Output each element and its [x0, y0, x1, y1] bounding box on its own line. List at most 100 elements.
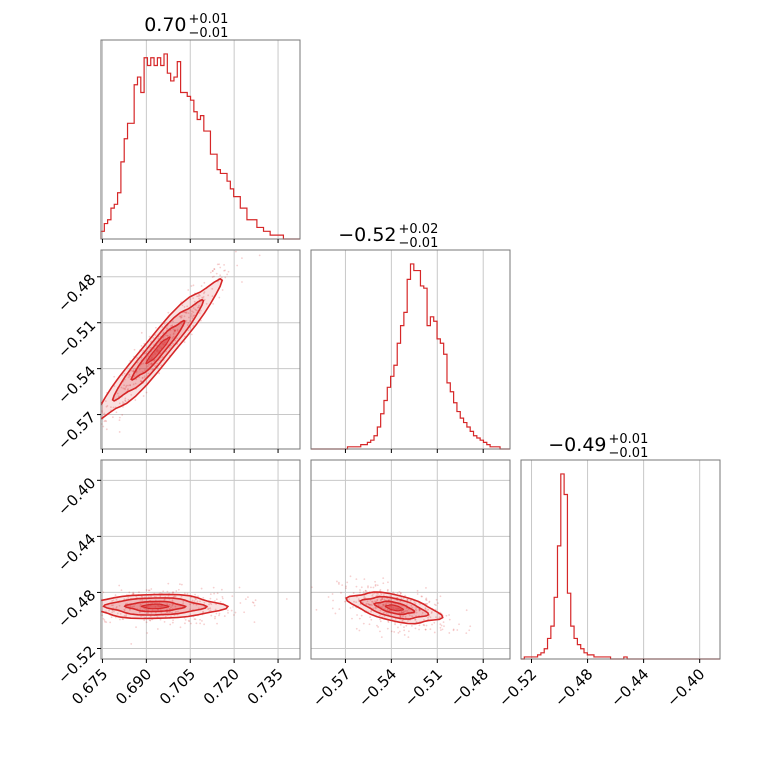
- sample-point: [356, 614, 358, 616]
- sample-point: [115, 607, 118, 610]
- sample-point: [424, 628, 427, 631]
- sample-point: [414, 627, 417, 630]
- sample-point: [201, 296, 203, 299]
- sample-point: [379, 630, 381, 633]
- sample-point: [440, 624, 443, 627]
- sample-point: [241, 257, 243, 260]
- sample-point: [383, 598, 386, 601]
- sample-point: [172, 332, 175, 335]
- sample-point: [167, 311, 170, 314]
- sample-point: [403, 610, 406, 613]
- sample-point: [438, 616, 441, 619]
- sample-point: [174, 329, 177, 332]
- sample-point: [193, 300, 196, 303]
- panel-frame: [520, 459, 721, 660]
- sample-point: [419, 603, 421, 605]
- sample-point: [158, 345, 161, 348]
- sample-point: [167, 334, 169, 337]
- sample-point: [420, 595, 423, 598]
- sample-point: [166, 590, 169, 593]
- sample-point: [209, 597, 212, 600]
- sample-point: [202, 610, 205, 613]
- sample-point: [99, 425, 101, 427]
- sample-point: [144, 608, 147, 610]
- sample-point: [258, 254, 261, 257]
- sample-point: [215, 598, 218, 601]
- sample-point: [84, 621, 86, 623]
- sample-point: [146, 609, 149, 611]
- sample-point: [192, 307, 195, 309]
- sample-point: [115, 606, 118, 608]
- sample-point: [399, 600, 402, 603]
- sample-point: [247, 596, 249, 599]
- sample-point: [147, 604, 150, 607]
- sample-point: [165, 350, 168, 353]
- sample-point: [138, 591, 140, 594]
- sample-point: [363, 595, 366, 597]
- sample-point: [125, 384, 128, 387]
- sample-point: [360, 586, 363, 589]
- sample-point: [171, 599, 174, 601]
- sample-point: [439, 595, 442, 598]
- sample-point: [118, 431, 121, 433]
- sample-point: [163, 599, 166, 602]
- sample-point: [169, 334, 172, 336]
- sample-point: [139, 380, 142, 382]
- sample-point: [379, 598, 382, 601]
- sample-point: [98, 424, 100, 426]
- sample-point: [127, 388, 129, 390]
- sample-point: [150, 362, 153, 365]
- sample-point: [400, 610, 403, 613]
- sample-point: [83, 439, 85, 441]
- sample-point: [196, 600, 199, 603]
- sample-point: [94, 623, 96, 625]
- sample-point: [389, 605, 392, 608]
- sample-point: [198, 297, 200, 300]
- sample-point: [418, 609, 421, 611]
- sample-point: [380, 593, 383, 596]
- sample-point: [211, 295, 214, 298]
- sample-point: [203, 291, 206, 293]
- param-title-plus-0: +0.01: [189, 12, 229, 27]
- sample-point: [145, 621, 148, 624]
- sample-point: [379, 620, 382, 623]
- sample-point: [203, 281, 206, 284]
- sample-point: [439, 629, 442, 632]
- sample-point: [130, 643, 133, 645]
- sample-point: [387, 621, 390, 624]
- sample-point: [172, 333, 175, 336]
- sample-point: [186, 305, 189, 308]
- sample-point: [448, 614, 450, 616]
- sample-point: [174, 339, 177, 342]
- sample-point: [216, 592, 219, 595]
- sample-point: [49, 471, 51, 473]
- sample-point: [139, 605, 142, 608]
- density-contour: [373, 600, 416, 616]
- sample-point: [210, 614, 213, 617]
- sample-point: [207, 608, 209, 611]
- sample-point: [187, 316, 190, 319]
- sample-point: [261, 233, 263, 235]
- sample-point: [123, 372, 126, 375]
- sample-point: [134, 382, 137, 385]
- sample-point: [83, 455, 85, 457]
- sample-point: [243, 611, 246, 614]
- sample-point: [418, 628, 420, 631]
- sample-point: [285, 598, 288, 600]
- sample-point: [253, 604, 256, 607]
- sample-point: [411, 606, 414, 609]
- sample-point: [434, 608, 437, 611]
- sample-point: [109, 621, 112, 624]
- sample-point: [81, 445, 83, 447]
- sample-point: [171, 611, 173, 614]
- y-tick-label: −0.48: [54, 270, 99, 315]
- sample-point: [177, 588, 180, 591]
- sample-point: [201, 620, 203, 622]
- sample-point: [358, 629, 361, 632]
- sample-point: [183, 335, 186, 338]
- density-contour: [140, 603, 170, 610]
- sample-point: [183, 315, 186, 318]
- sample-point: [200, 285, 203, 287]
- sample-point: [102, 591, 105, 594]
- sample-point: [190, 285, 193, 287]
